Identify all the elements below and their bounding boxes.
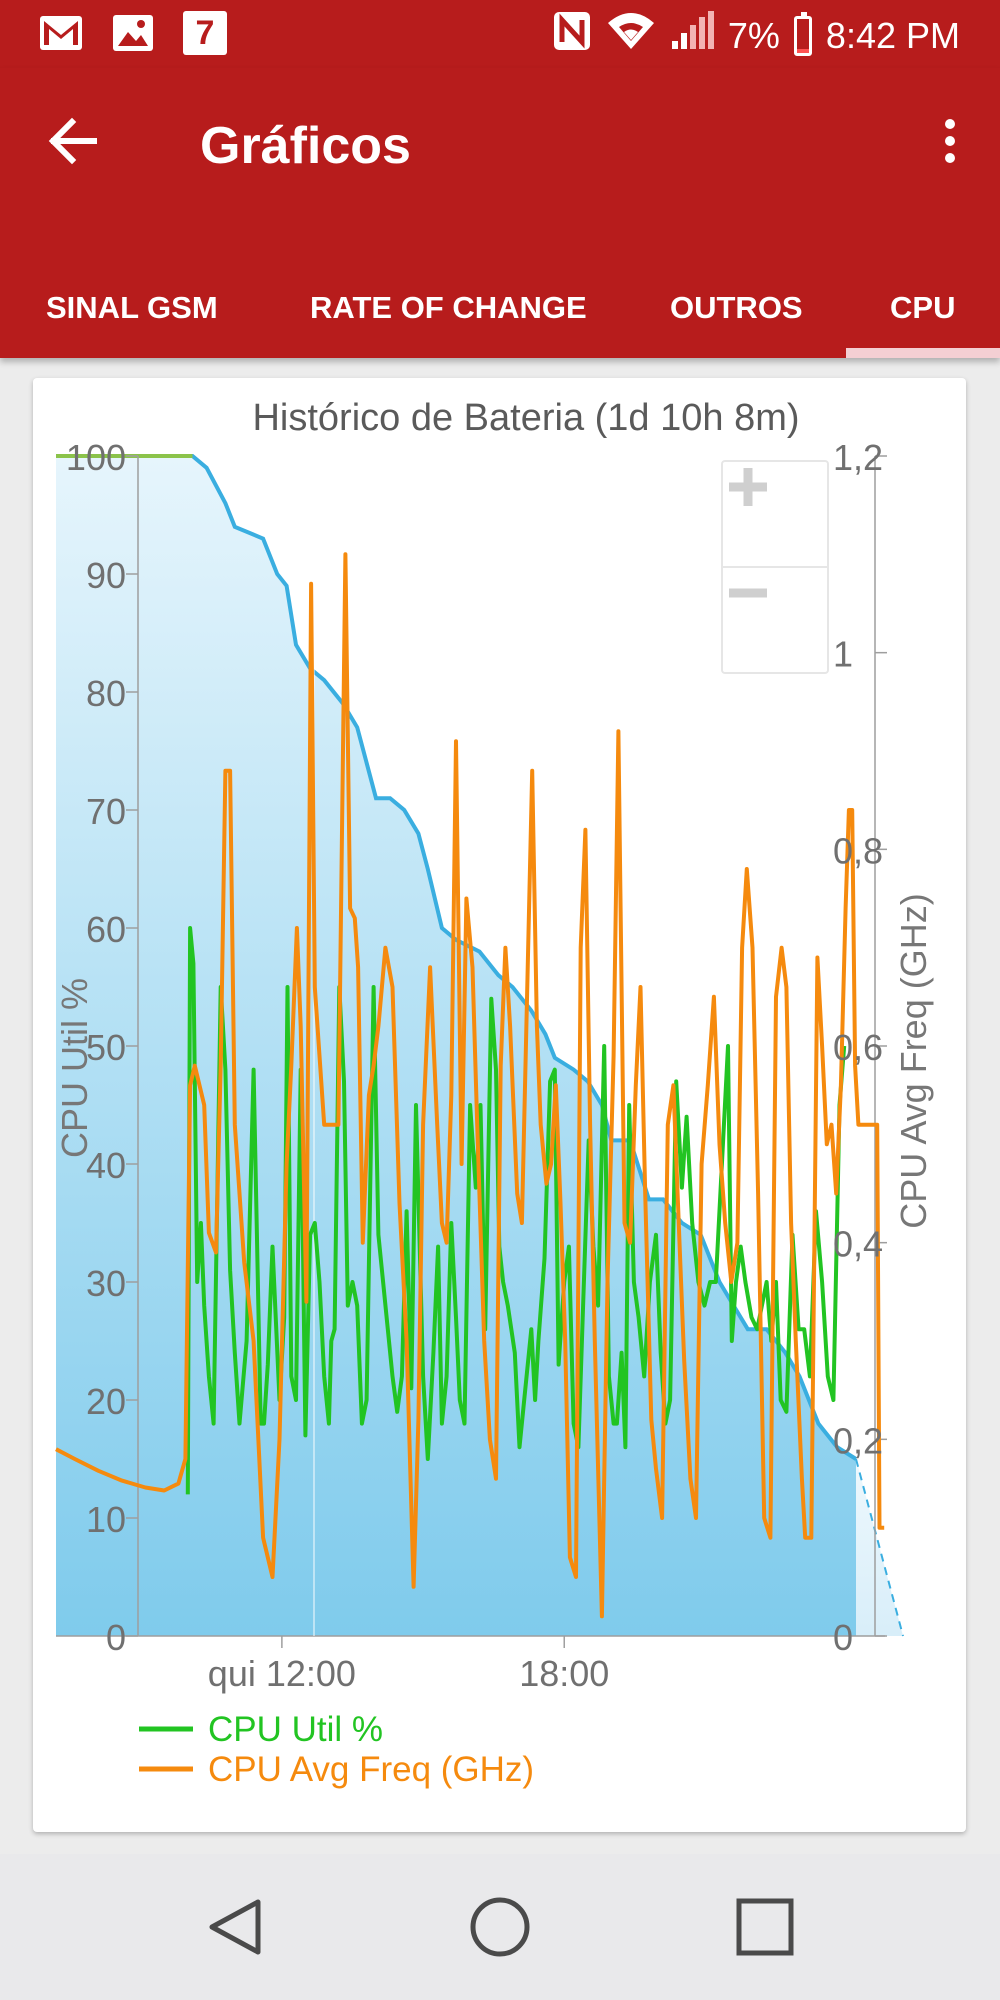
x-tick-label: 18:00 bbox=[519, 1653, 609, 1694]
recents-square-icon[interactable] bbox=[730, 1892, 800, 1962]
tab-cpu[interactable]: CPU bbox=[890, 290, 956, 325]
legend-label-cpu-freq: CPU Avg Freq (GHz) bbox=[208, 1750, 534, 1789]
cpu-freq-series bbox=[55, 552, 885, 1619]
battery-projection-line bbox=[855, 1458, 905, 1637]
plus-icon bbox=[729, 468, 767, 506]
left-tick-label: 40 bbox=[86, 1145, 126, 1186]
battery-history-area bbox=[56, 456, 856, 1636]
zoom-out-button[interactable] bbox=[723, 568, 827, 672]
left-tick-label: 70 bbox=[86, 791, 126, 832]
gmail-icon bbox=[38, 10, 84, 56]
app-bar: Gráficos SINAL GSM RATE OF CHANGE OUTROS… bbox=[0, 68, 1000, 358]
tab-bar: SINAL GSM RATE OF CHANGE OUTROS CPU bbox=[0, 258, 1000, 358]
more-vert-icon[interactable] bbox=[940, 116, 960, 166]
selected-tab-indicator bbox=[846, 348, 1000, 358]
battery-percent: 7% bbox=[727, 14, 780, 56]
system-icons: 7% 8:42 PM bbox=[552, 10, 960, 61]
left-tick-label: 20 bbox=[86, 1381, 126, 1422]
right-axis-label: CPU Avg Freq (GHz) bbox=[893, 893, 934, 1228]
nfc-icon bbox=[552, 10, 592, 61]
legend-label-cpu-util: CPU Util % bbox=[208, 1710, 383, 1749]
notification-icons: 7 bbox=[38, 10, 228, 56]
signal-icon bbox=[670, 11, 714, 60]
right-tick-label: 0,8 bbox=[833, 830, 883, 871]
left-tick-label: 60 bbox=[86, 909, 126, 950]
left-axis-label: CPU Util % bbox=[54, 978, 95, 1158]
clock: 8:42 PM bbox=[825, 14, 960, 56]
status-bar: 7 7% 8:42 PM bbox=[0, 0, 1000, 68]
battery-cpu-chart[interactable]: Histórico de Bateria (1d 10h 8m) CPU Uti… bbox=[33, 378, 966, 1832]
calendar-icon: 7 bbox=[182, 10, 228, 56]
left-tick-label: 80 bbox=[86, 673, 126, 714]
cpu-util-series bbox=[185, 926, 847, 1495]
calendar-day: 7 bbox=[183, 11, 227, 55]
tab-sinal-gsm[interactable]: SINAL GSM bbox=[46, 290, 218, 325]
right-tick-label: 0,4 bbox=[833, 1224, 883, 1265]
tab-outros[interactable]: OUTROS bbox=[670, 290, 803, 325]
minus-icon bbox=[729, 588, 767, 598]
chart-title: Histórico de Bateria (1d 10h 8m) bbox=[252, 397, 799, 439]
right-tick-label: 1 bbox=[833, 634, 853, 675]
system-nav-bar bbox=[0, 1854, 1000, 2000]
page-title: Gráficos bbox=[200, 117, 411, 175]
image-icon bbox=[110, 10, 156, 56]
home-circle-icon[interactable] bbox=[465, 1892, 535, 1962]
left-tick-label: 50 bbox=[86, 1027, 126, 1068]
x-tick-label: qui 12:00 bbox=[208, 1653, 356, 1694]
left-tick-label: 90 bbox=[86, 555, 126, 596]
zoom-in-button[interactable] bbox=[723, 462, 827, 568]
back-triangle-icon[interactable] bbox=[200, 1892, 270, 1962]
right-tick-label: 0,6 bbox=[833, 1027, 883, 1068]
tab-rate-of-change[interactable]: RATE OF CHANGE bbox=[310, 290, 587, 325]
left-tick-label: 100 bbox=[66, 437, 126, 478]
right-tick-label: 0,2 bbox=[833, 1420, 883, 1461]
chart-card: Histórico de Bateria (1d 10h 8m) CPU Uti… bbox=[33, 378, 966, 1832]
back-arrow-icon[interactable] bbox=[44, 116, 104, 166]
zoom-control bbox=[721, 460, 829, 674]
right-tick-label: 0 bbox=[833, 1617, 853, 1658]
wifi-icon bbox=[606, 11, 656, 60]
left-tick-label: 30 bbox=[86, 1263, 126, 1304]
battery-icon bbox=[793, 11, 812, 56]
left-tick-label: 10 bbox=[86, 1499, 126, 1540]
right-tick-label: 1,2 bbox=[833, 437, 883, 478]
left-tick-label: 0 bbox=[106, 1617, 126, 1658]
